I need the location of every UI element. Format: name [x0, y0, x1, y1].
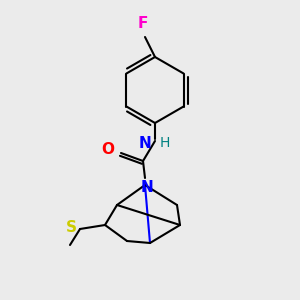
Text: F: F [138, 16, 148, 31]
Text: H: H [160, 136, 170, 150]
Text: S: S [66, 220, 77, 236]
Text: O: O [101, 142, 114, 158]
Text: N: N [138, 136, 151, 151]
Text: N: N [141, 180, 153, 195]
